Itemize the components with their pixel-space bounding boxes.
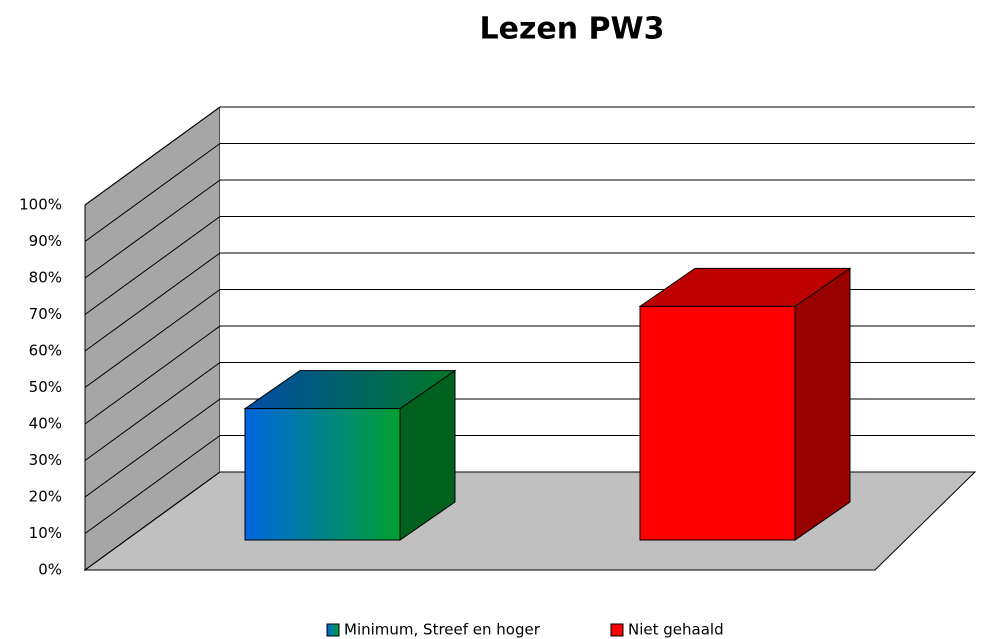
y-tick-label: 50% — [29, 378, 62, 396]
grid-line — [84, 252, 221, 352]
bar-side — [794, 267, 851, 541]
grid-line — [84, 398, 221, 498]
legend-marker — [610, 623, 624, 637]
y-tick-label: 80% — [29, 269, 62, 287]
legend-marker — [326, 623, 340, 637]
bar — [639, 305, 796, 541]
grid-line — [84, 325, 221, 425]
y-tick-label: 0% — [38, 561, 62, 579]
legend-label: Minimum, Streef en hoger — [344, 621, 541, 639]
y-tick-label: 60% — [29, 342, 62, 360]
y-tick-label: 90% — [29, 232, 62, 250]
y-tick-label: 70% — [29, 305, 62, 323]
grid-line — [84, 435, 221, 534]
grid-line — [84, 179, 221, 279]
legend-label: Niet gehaald — [628, 621, 724, 639]
grid-line — [84, 471, 221, 571]
chart-title: Lezen PW3 — [479, 12, 664, 47]
grid-line — [84, 362, 221, 461]
grid-line — [84, 289, 221, 388]
y-tick-label: 40% — [29, 415, 62, 433]
grid-line — [84, 106, 221, 206]
y-tick-label: 20% — [29, 488, 62, 506]
y-tick-label: 100% — [19, 196, 62, 214]
grid-line — [84, 216, 221, 315]
grid-line — [84, 143, 221, 242]
y-tick-label: 30% — [29, 451, 62, 469]
y-tick-label: 10% — [29, 524, 62, 542]
bar — [244, 408, 401, 541]
